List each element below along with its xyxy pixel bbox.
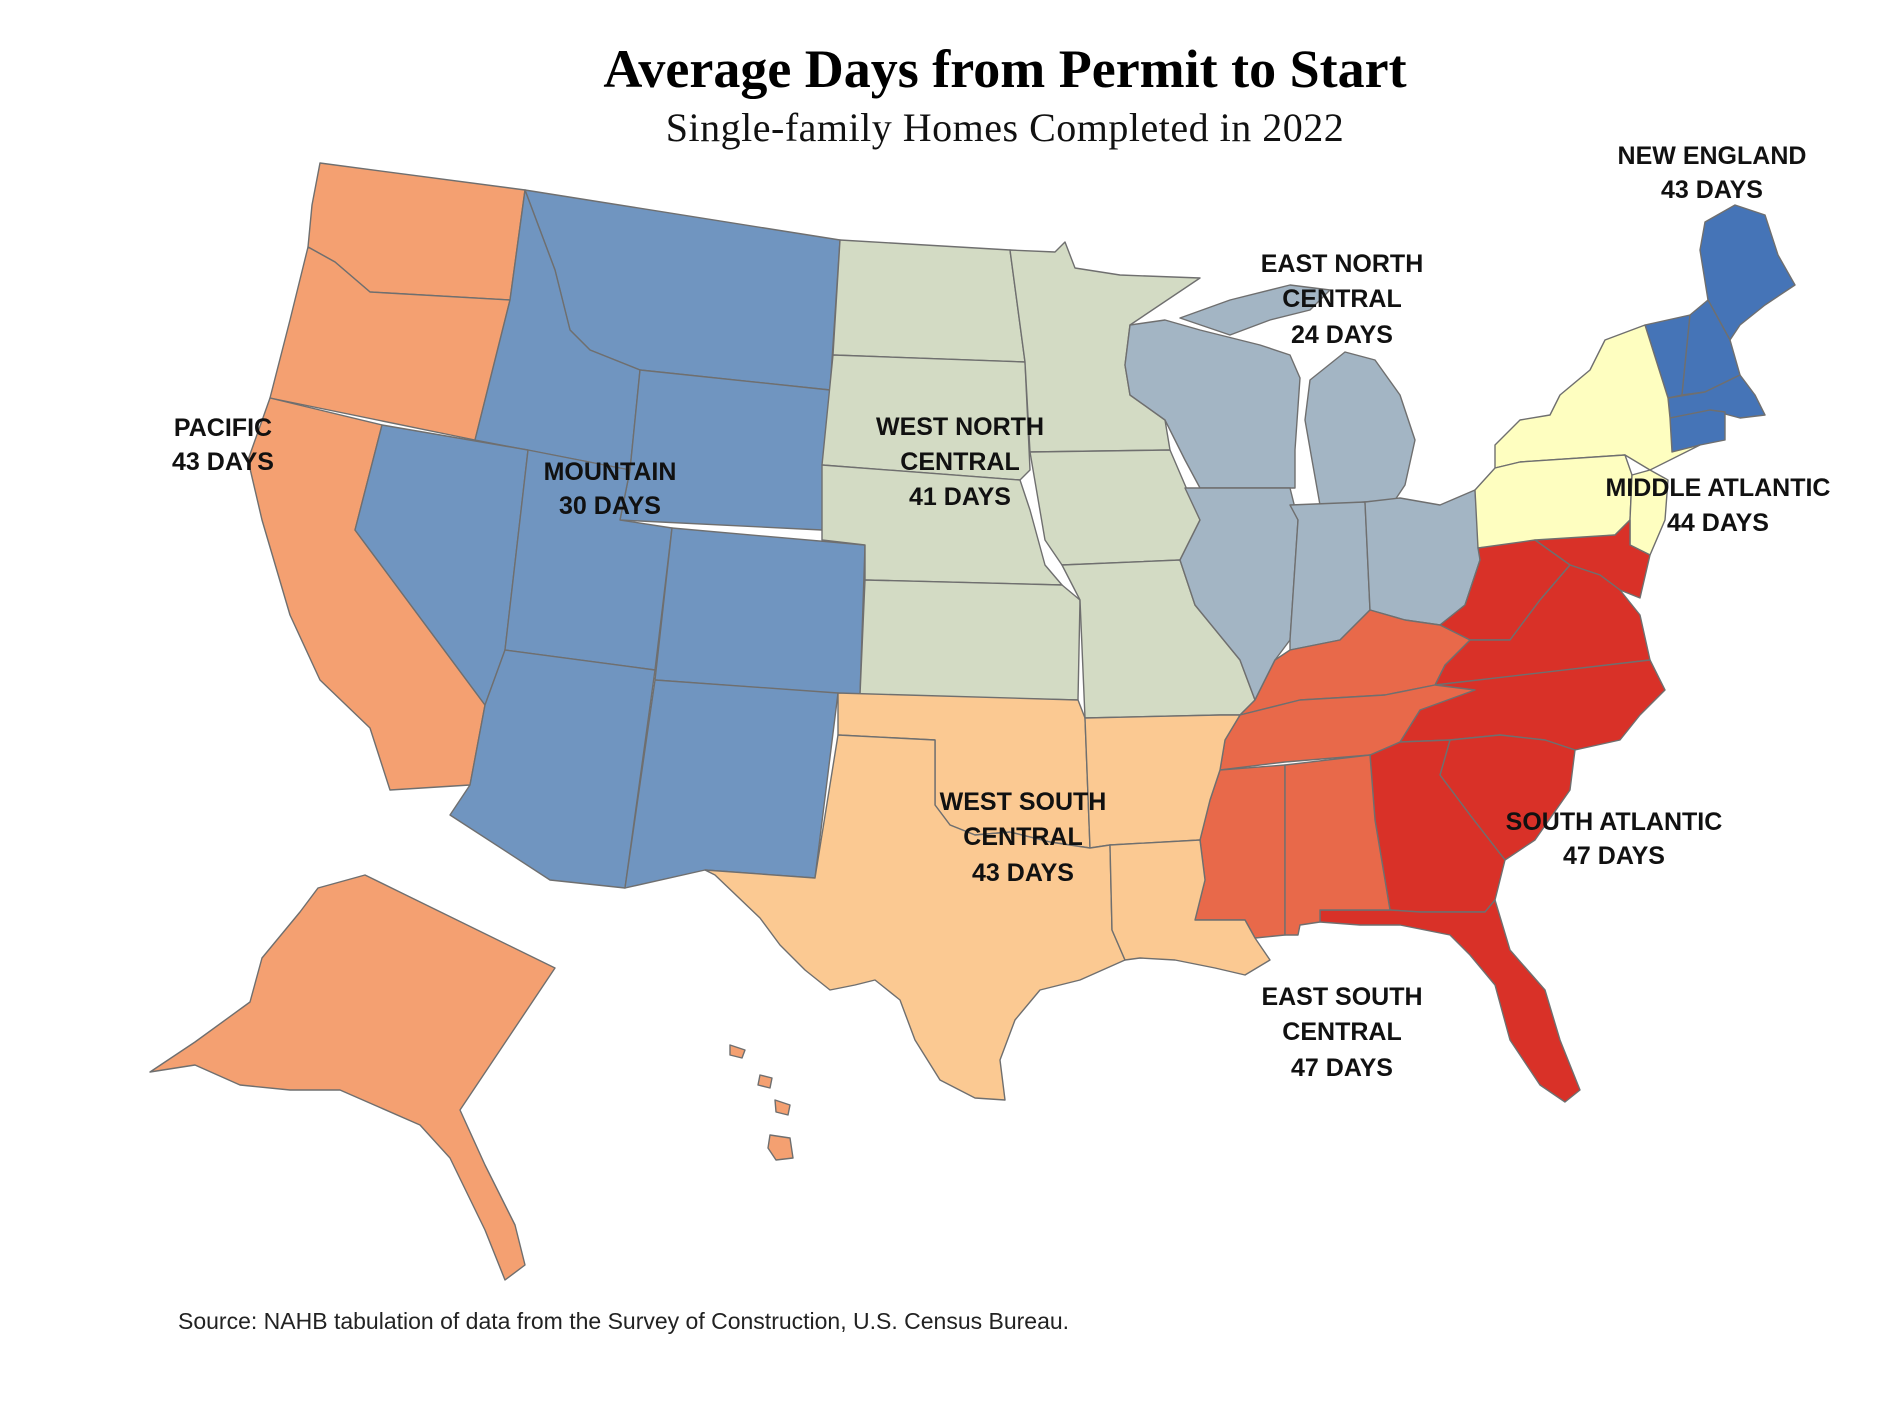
region-south-atlantic — [1319, 519, 1666, 1103]
source-note: Source: NAHB tabulation of data from the… — [178, 1308, 1070, 1334]
label-mountain-days: 30 DAYS — [559, 492, 661, 520]
label-esc-days: 47 DAYS — [1291, 1054, 1393, 1082]
label-east-south-central: EAST SOUTH CENTRAL 47 DAYS — [1261, 983, 1422, 1082]
state-alabama — [1284, 754, 1391, 936]
region-mountain — [354, 189, 866, 889]
state-ohio — [1364, 489, 1481, 626]
region-middle-atlantic — [1474, 324, 1701, 556]
label-middle-atlantic: MIDDLE ATLANTIC 44 DAYS — [1606, 474, 1831, 537]
label-enc-days: 24 DAYS — [1291, 321, 1393, 349]
state-alaska — [149, 874, 556, 1281]
label-wsc-line2: CENTRAL — [963, 823, 1082, 851]
label-wsc-line1: WEST SOUTH — [940, 788, 1107, 816]
label-enc-line1: EAST NORTH — [1261, 250, 1424, 278]
label-sa-name: SOUTH ATLANTIC — [1506, 808, 1723, 836]
label-wnc-days: 41 DAYS — [909, 483, 1011, 511]
label-esc-line2: CENTRAL — [1282, 1018, 1401, 1046]
label-ne-name: NEW ENGLAND — [1618, 142, 1807, 170]
label-west-north-central: WEST NORTH CENTRAL 41 DAYS — [876, 413, 1044, 511]
map-title: Average Days from Permit to Start — [603, 39, 1407, 99]
label-esc-line1: EAST SOUTH — [1261, 983, 1422, 1011]
state-maine — [1699, 204, 1796, 341]
label-wnc-line2: CENTRAL — [900, 448, 1019, 476]
label-pacific: PACIFIC 43 DAYS — [172, 414, 274, 476]
state-new-mexico — [624, 679, 839, 889]
label-ma-name: MIDDLE ATLANTIC — [1606, 474, 1831, 502]
region-new-england — [1644, 204, 1796, 453]
region-east-north-central — [1124, 284, 1481, 701]
state-colorado — [654, 527, 866, 696]
region-west-north-central — [821, 239, 1256, 719]
state-iowa — [1029, 449, 1201, 566]
label-wsc-days: 43 DAYS — [972, 859, 1074, 887]
state-north-dakota — [832, 239, 1026, 363]
label-ma-days: 44 DAYS — [1667, 509, 1769, 537]
label-sa-days: 47 DAYS — [1563, 842, 1665, 870]
state-wisconsin — [1124, 319, 1301, 489]
region-pacific — [149, 162, 794, 1281]
label-south-atlantic: SOUTH ATLANTIC 47 DAYS — [1506, 808, 1723, 870]
state-hawaii — [729, 1044, 794, 1161]
label-west-south-central: WEST SOUTH CENTRAL 43 DAYS — [940, 788, 1107, 887]
label-mountain-name: MOUNTAIN — [544, 458, 677, 486]
state-michigan — [1179, 284, 1416, 506]
label-new-england: NEW ENGLAND 43 DAYS — [1618, 142, 1807, 204]
state-wyoming — [619, 369, 831, 531]
state-arizona — [449, 649, 656, 889]
region-east-south-central — [1194, 609, 1476, 939]
state-texas — [704, 734, 1126, 1101]
label-ne-days: 43 DAYS — [1661, 176, 1763, 204]
map-subtitle: Single-family Homes Completed in 2022 — [665, 105, 1345, 150]
label-pacific-days: 43 DAYS — [172, 448, 274, 476]
label-east-north-central: EAST NORTH CENTRAL 24 DAYS — [1261, 250, 1424, 349]
region-west-south-central — [704, 692, 1271, 1101]
label-enc-line2: CENTRAL — [1282, 285, 1401, 313]
label-pacific-name: PACIFIC — [174, 414, 272, 442]
state-south-dakota — [821, 354, 1031, 481]
label-mountain: MOUNTAIN 30 DAYS — [544, 458, 677, 520]
state-kentucky — [1239, 609, 1471, 716]
state-florida — [1319, 899, 1581, 1103]
state-kansas — [859, 579, 1081, 701]
label-wnc-line1: WEST NORTH — [876, 413, 1044, 441]
state-louisiana — [1109, 839, 1271, 976]
